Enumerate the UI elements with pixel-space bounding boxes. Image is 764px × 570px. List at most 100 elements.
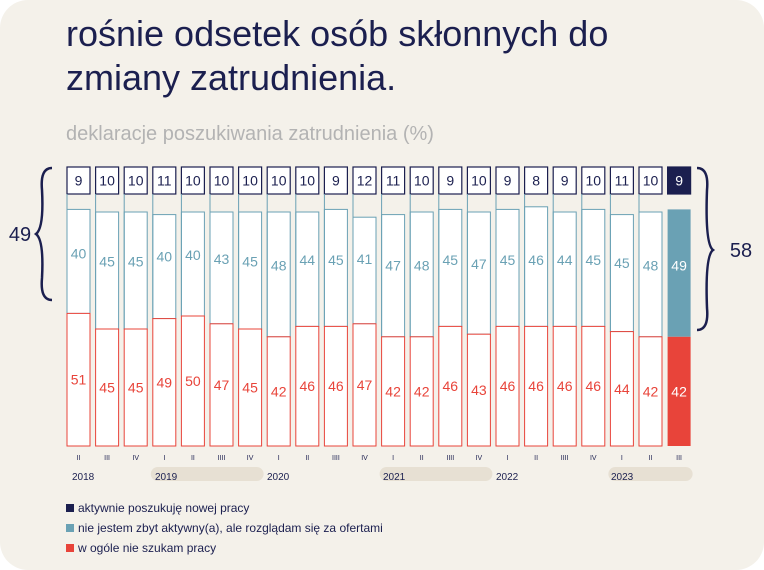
data-label-active: 12	[357, 173, 373, 189]
year-label: 2018	[72, 472, 95, 483]
bar-browsing	[609, 214, 634, 333]
bar-browsing	[123, 211, 148, 330]
data-label-browsing: 45	[99, 254, 115, 270]
legend-label-active: aktywnie poszukuję nowej pracy	[78, 501, 250, 515]
data-label-browsing: 48	[643, 257, 659, 273]
data-label-active: 11	[386, 173, 401, 189]
data-label-browsing: 41	[357, 251, 373, 267]
right-total-label: 58	[730, 240, 752, 262]
data-label-active: 10	[99, 173, 115, 189]
bar-browsing	[295, 211, 320, 327]
bar-active	[466, 166, 491, 195]
data-label-browsing: 45	[586, 252, 602, 268]
data-label-not-searching: 47	[357, 377, 373, 393]
bar-active	[666, 166, 692, 195]
data-label-not-searching: 42	[671, 383, 687, 399]
chart-subtitle: deklaracje poszukiwania zatrudnienia (%)	[66, 123, 434, 145]
data-label-browsing: 40	[157, 248, 173, 264]
data-label-not-searching: 42	[271, 383, 287, 399]
data-label-active: 8	[532, 173, 540, 189]
data-label-active: 11	[157, 173, 172, 189]
bar-browsing	[266, 211, 291, 338]
x-tick-label: II	[77, 455, 81, 462]
data-label-active: 9	[332, 173, 340, 189]
legend-item-browsing: nie jestem zbyt aktywny(a), ale rozgląda…	[66, 518, 383, 538]
data-label-not-searching: 51	[71, 372, 87, 388]
legend-label-browsing: nie jestem zbyt aktywny(a), ale rozgląda…	[78, 521, 383, 535]
bar-not-searching	[638, 336, 663, 447]
bar-not-searching	[466, 333, 491, 447]
year-label: 2023	[611, 472, 634, 483]
data-label-not-searching: 42	[414, 383, 430, 399]
legend-swatch-active	[66, 504, 74, 512]
year-label: 2022	[496, 472, 519, 483]
data-label-not-searching: 43	[471, 382, 487, 398]
data-label-not-searching: 46	[528, 378, 544, 394]
data-label-not-searching: 46	[500, 378, 516, 394]
bar-not-searching	[409, 336, 434, 447]
data-label-not-searching: 46	[586, 378, 602, 394]
bar-browsing	[352, 216, 377, 325]
x-tick-label: III	[104, 455, 110, 462]
bar-not-searching	[323, 325, 348, 447]
x-tick-label: IV	[361, 455, 368, 462]
data-label-browsing: 45	[500, 252, 516, 268]
x-tick-label: II	[191, 455, 195, 462]
x-tick-label: IV	[476, 455, 483, 462]
x-tick-label: I	[163, 455, 165, 462]
left-total-label: 49	[9, 224, 31, 246]
data-label-active: 9	[504, 173, 512, 189]
data-label-browsing: 46	[528, 252, 544, 268]
data-label-not-searching: 46	[443, 378, 459, 394]
x-tick-label: II	[649, 455, 653, 462]
year-band	[608, 467, 693, 481]
data-label-browsing: 45	[614, 255, 630, 271]
x-tick-label: IV	[590, 455, 597, 462]
data-label-browsing: 44	[557, 252, 573, 268]
data-label-browsing: 49	[671, 257, 687, 273]
bar-not-searching	[266, 336, 291, 447]
data-label-browsing: 45	[242, 254, 258, 270]
bar-active	[152, 166, 177, 195]
data-label-active: 10	[643, 173, 659, 189]
data-label-not-searching: 46	[557, 378, 573, 394]
legend-swatch-not-searching	[66, 544, 74, 552]
bar-browsing	[180, 211, 205, 317]
bar-active	[438, 166, 463, 195]
bar-browsing	[95, 211, 120, 330]
legend-item-not-searching: w ogóle nie szukam pracy	[66, 538, 383, 558]
data-label-active: 10	[214, 173, 230, 189]
data-label-not-searching: 47	[214, 377, 230, 393]
left-brace	[33, 166, 53, 302]
data-label-browsing: 43	[214, 251, 230, 267]
data-label-browsing: 44	[300, 252, 316, 268]
data-label-not-searching: 44	[614, 381, 630, 397]
data-label-active: 10	[185, 173, 201, 189]
bar-active	[323, 166, 348, 195]
data-label-active: 9	[75, 173, 83, 189]
x-tick-label: I	[278, 455, 280, 462]
legend: aktywnie poszukuję nowej pracy nie jeste…	[66, 498, 383, 558]
bar-not-searching	[295, 325, 320, 447]
data-label-browsing: 40	[71, 246, 87, 262]
bar-browsing	[552, 211, 577, 327]
bar-not-searching	[209, 323, 234, 447]
data-label-active: 10	[242, 173, 258, 189]
data-label-active: 10	[271, 173, 287, 189]
legend-swatch-browsing	[66, 524, 74, 532]
bar-active	[295, 166, 320, 195]
x-tick-label: IV	[132, 455, 139, 462]
right-brace	[696, 166, 716, 332]
data-label-active: 9	[446, 173, 454, 189]
data-label-browsing: 47	[385, 257, 401, 273]
data-label-active: 11	[615, 173, 630, 189]
bar-active	[409, 166, 434, 195]
bar-browsing	[466, 211, 491, 335]
data-label-not-searching: 45	[128, 380, 144, 396]
x-tick-label: I	[392, 455, 394, 462]
x-tick-label: IIII	[332, 455, 340, 462]
data-label-active: 10	[414, 173, 430, 189]
bar-not-searching	[609, 331, 634, 447]
data-label-not-searching: 42	[385, 383, 401, 399]
